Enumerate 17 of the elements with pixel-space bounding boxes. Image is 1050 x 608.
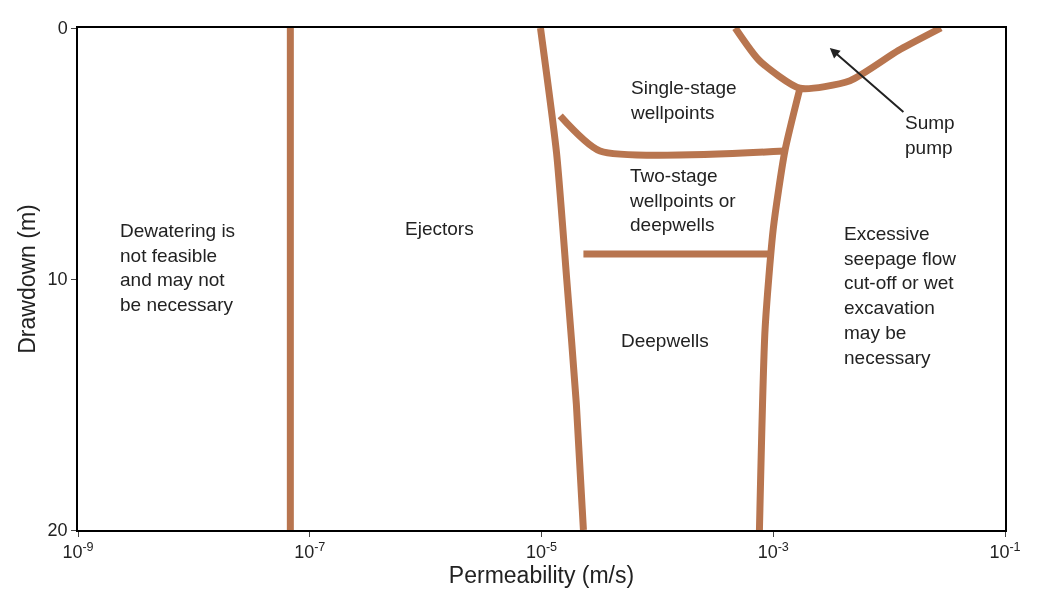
y-tick-label: 0	[57, 18, 68, 39]
x-tick-label: 10$^{-1}$	[989, 539, 1021, 563]
annotation: Excessive seepage flow cut-off or wet excavation may be necessary	[844, 223, 957, 368]
annotation: Ejectors	[405, 218, 474, 239]
x-tick-label: 10$^{-9}$	[62, 539, 94, 563]
annotation: Two-stage wellpoints or deepwells	[629, 165, 737, 236]
y-tick-label: 10	[47, 269, 68, 290]
annotation: Deepwells	[621, 330, 709, 351]
annotation: Single-stage wellpoints	[630, 77, 737, 123]
annotation: Sump pump	[905, 112, 955, 158]
x-tick-label: 10$^{-3}$	[757, 539, 789, 563]
y-tick-label: 20	[47, 520, 68, 541]
x-tick-label: 10$^{-5}$	[525, 539, 558, 563]
x-tick-label: 10$^{-7}$	[294, 539, 326, 563]
y-axis-title: Drawdown (m)	[13, 204, 40, 354]
annotation: Dewatering is not feasible and may not be necessary	[120, 220, 236, 316]
x-axis-title: Permeability (m/s)	[448, 562, 635, 589]
